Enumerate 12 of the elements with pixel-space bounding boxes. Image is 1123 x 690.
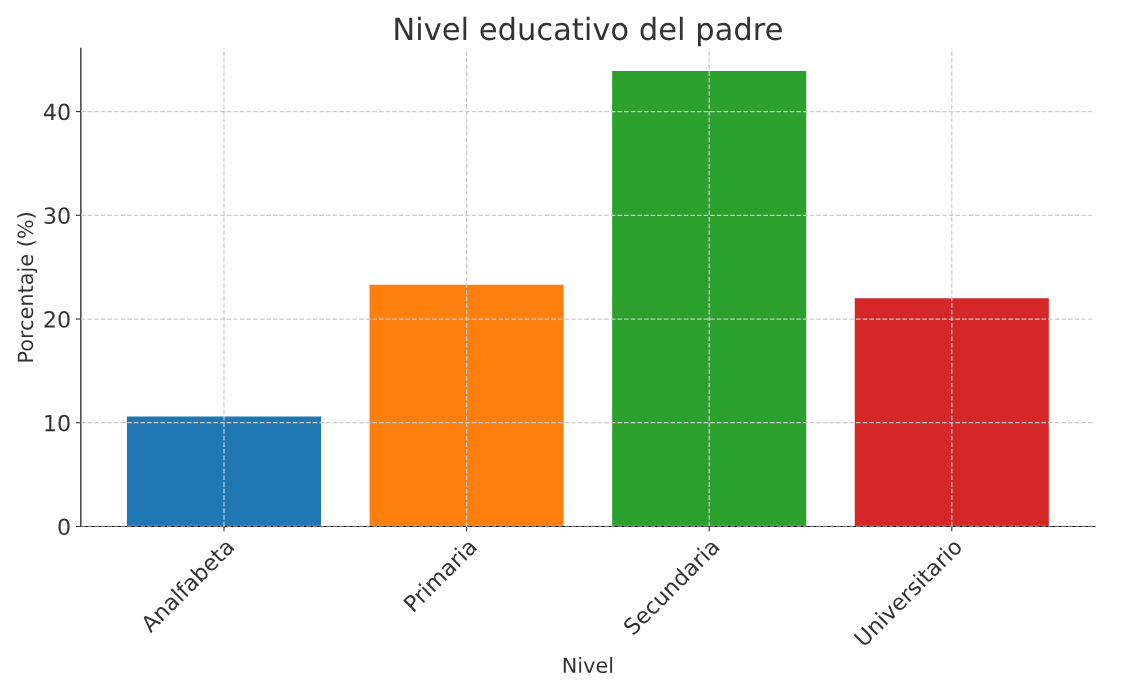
bar <box>612 71 807 527</box>
y-tick-label: 20 <box>44 310 70 328</box>
x-axis-title: Nivel <box>563 656 613 674</box>
bar <box>854 298 1049 527</box>
y-tick-label: 0 <box>58 518 70 536</box>
y-tick-label: 10 <box>45 414 70 432</box>
bar <box>126 416 322 527</box>
y-axis-title: Porcentaje (%) <box>17 213 38 362</box>
bar <box>369 284 564 527</box>
chart-title: Nivel educativo del padre <box>395 16 782 47</box>
y-tick-label: 30 <box>44 207 70 225</box>
y-tick-label: 40 <box>43 103 70 121</box>
